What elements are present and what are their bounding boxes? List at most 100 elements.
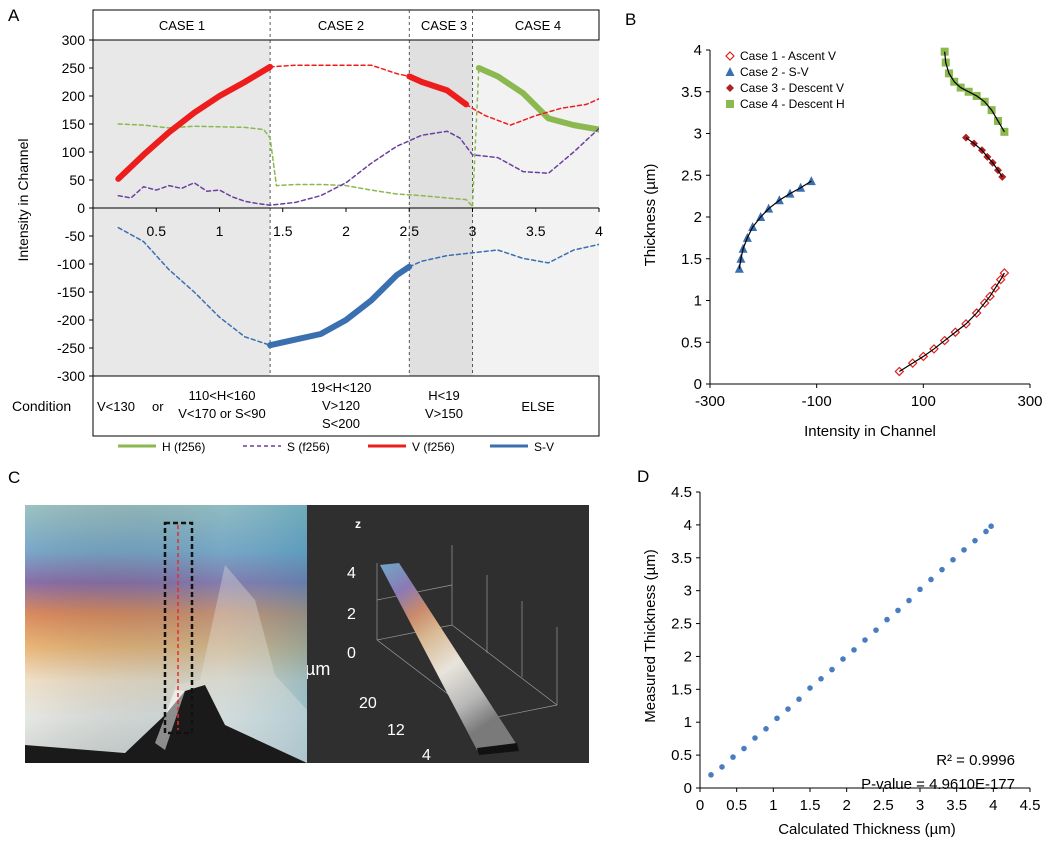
x-tick-label: -100	[802, 393, 832, 410]
y-tick-label: 3.5	[681, 84, 702, 101]
condition-label: Condition	[12, 398, 71, 414]
panel-d-xlabel: Calculated Thickness (µm)	[778, 821, 956, 838]
y-tick-label: -250	[57, 340, 85, 356]
x-tick-label: 2	[842, 797, 850, 814]
condition-1-or: or	[152, 399, 164, 414]
x-tick-label: 3	[469, 223, 477, 239]
legend-label: Case 1 - Ascent V	[740, 49, 836, 63]
data-point	[708, 772, 714, 778]
legend-label: Case 4 - Descent H	[740, 97, 845, 111]
v-series-line	[115, 63, 274, 182]
x-tick-label: -300	[695, 393, 725, 410]
x-tick-label: 3.5	[526, 223, 546, 239]
y-tick-label: 50	[69, 172, 85, 188]
data-point	[917, 586, 923, 593]
legend-label: V (f256)	[412, 440, 455, 454]
data-point	[730, 754, 736, 760]
y-tick-label: 2	[684, 648, 692, 665]
series-4-point	[1000, 127, 1009, 136]
condition-2-a: 19<H<120	[311, 380, 372, 395]
y-tick-label: 4	[694, 42, 702, 59]
condition-1-b: 110<H<160	[189, 388, 256, 403]
h-series-line	[471, 67, 480, 207]
series-2-fit-line	[738, 180, 812, 269]
case-4-label: CASE 4	[515, 18, 561, 33]
condition-2-c: S<200	[322, 416, 360, 431]
legend-marker	[726, 100, 734, 108]
series-4-fit-line	[944, 51, 1005, 133]
x-tick-label: 3.5	[946, 797, 967, 814]
h-series-line	[117, 123, 474, 208]
panel-d-chart: 4.5 4 3.5 3 2.5 2 1.5 1 0.5 00 0.5 1 1.5 2 2.5 3 3.5 4 4.5…	[642, 484, 1041, 838]
condition-1-c: V<170 or S<90	[178, 406, 265, 421]
case-1-label: CASE 1	[159, 18, 205, 33]
data-point	[752, 735, 758, 741]
y-tick-label: 100	[62, 144, 86, 160]
condition-1-a: V<130	[97, 399, 135, 414]
panel-b-xlabel: Intensity in Channel	[804, 423, 936, 440]
series-4-point	[940, 47, 949, 56]
panel-letter-a: A	[8, 6, 20, 25]
data-point	[829, 666, 835, 673]
y-tick-label: -100	[57, 256, 85, 272]
depth-tick-12: 12	[387, 722, 405, 739]
panel-letter-d: D	[637, 467, 650, 486]
series-3-fit-line	[965, 137, 1003, 178]
condition-4: ELSE	[521, 399, 555, 414]
panel-b-ylabel: Thickness (µm)	[642, 164, 659, 267]
data-point	[928, 576, 934, 583]
legend-label: S-V	[534, 440, 554, 454]
y-tick-label: 1.5	[681, 251, 702, 268]
y-tick-label: 200	[62, 88, 86, 104]
y-tick-label: -300	[57, 368, 85, 384]
y-tick-label: 250	[62, 60, 86, 76]
x-tick-label: 4.5	[1020, 797, 1041, 814]
legend-marker	[726, 84, 734, 92]
data-point	[939, 566, 945, 573]
x-tick-label: 3	[916, 797, 924, 814]
data-point	[895, 607, 901, 614]
legend-label: S (f256)	[287, 440, 330, 454]
y-tick-label: 0	[694, 376, 702, 393]
legend-label: Case 2 - S-V	[740, 65, 809, 79]
y-tick-label: 1	[684, 714, 692, 731]
data-point	[884, 616, 890, 623]
y-tick-label: 2	[694, 209, 702, 226]
sv-series-line	[267, 263, 413, 349]
panel-letter-c: C	[8, 468, 21, 487]
legend-marker	[725, 67, 735, 76]
x-tick-label: 0.5	[147, 223, 167, 239]
panel-a-chart: CASE 1 CASE 2 CASE 3 CASE 4 300250200150…	[12, 9, 603, 454]
y-tick-label: 4	[684, 517, 692, 534]
v-series-line	[406, 73, 470, 108]
data-point	[851, 647, 857, 653]
data-point	[807, 685, 813, 691]
y-tick-label: -50	[65, 228, 85, 244]
x-tick-label: 100	[911, 393, 936, 410]
series-1-point	[999, 268, 1010, 278]
y-tick-label: 150	[62, 116, 86, 132]
z-tick-4: 4	[347, 565, 356, 582]
x-tick-label: 2.5	[873, 797, 894, 814]
x-tick-label: 4	[595, 223, 603, 239]
condition-3-a: H<19	[428, 388, 459, 403]
condition-2-b: V>120	[322, 398, 360, 413]
v-series-line	[269, 64, 410, 78]
y-tick-label: 3	[684, 583, 692, 600]
y-tick-label: 1	[694, 293, 702, 310]
condition-3-b: V>150	[425, 406, 463, 421]
data-point	[763, 726, 769, 732]
z-tick-2: 2	[347, 606, 356, 623]
case-3-label: CASE 3	[421, 18, 467, 33]
y-tick-label: 2.5	[671, 616, 692, 633]
data-point	[950, 556, 956, 563]
data-point	[840, 656, 846, 662]
x-tick-label: 300	[1017, 393, 1042, 410]
sv-series-line	[117, 226, 271, 346]
y-tick-label: 0	[684, 780, 692, 797]
data-point	[719, 764, 725, 770]
z-axis-label: z	[355, 517, 361, 531]
p-value-annotation: P-value = 4.9610E-177	[861, 776, 1015, 793]
x-tick-label: 0	[696, 797, 704, 814]
sv-series-line	[408, 243, 599, 268]
